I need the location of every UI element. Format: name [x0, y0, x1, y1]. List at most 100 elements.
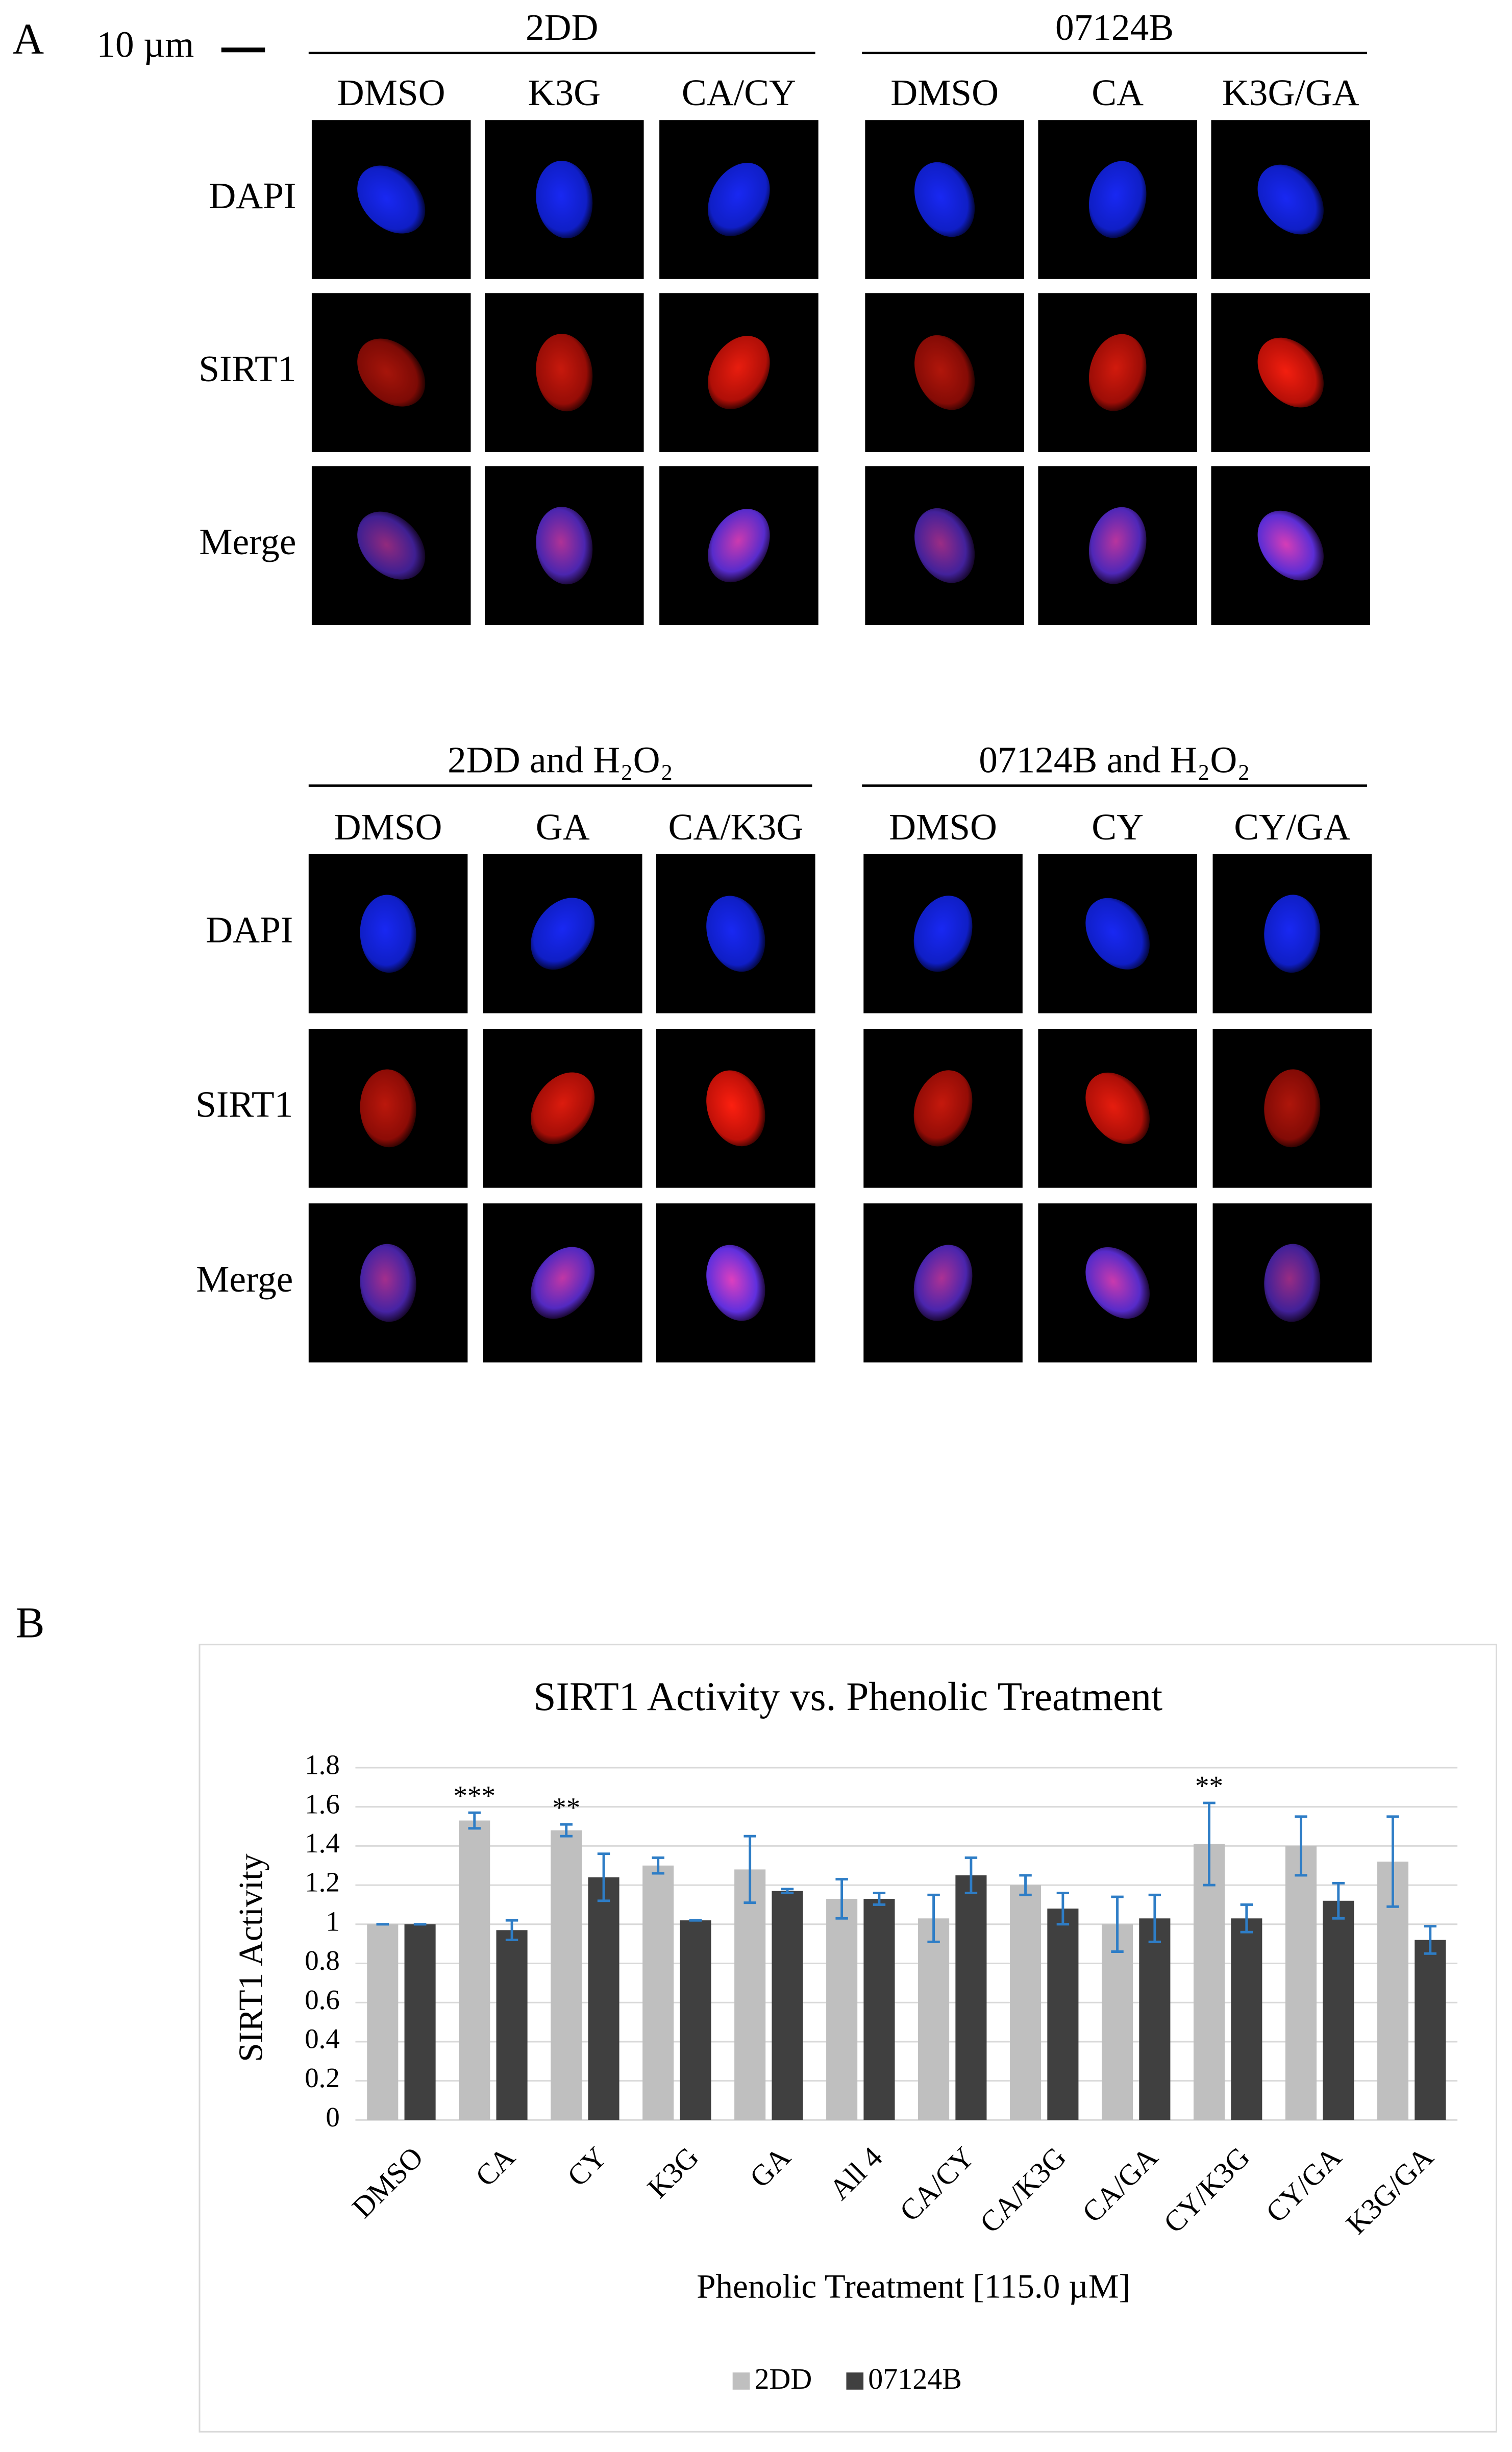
- nucleus: [913, 1245, 973, 1321]
- column-label: DMSO: [334, 806, 442, 848]
- bar: [642, 1865, 674, 2120]
- bar: [1323, 1900, 1354, 2120]
- column-label: K3G/GA: [1222, 72, 1359, 113]
- bar: [459, 1820, 490, 2120]
- y-tick-label: 1: [326, 1905, 339, 1937]
- y-tick-label: 0.4: [305, 2023, 340, 2054]
- column-label: GA: [536, 806, 590, 848]
- error-bar: [1019, 1874, 1032, 1896]
- error-bar: [781, 1888, 794, 1894]
- nucleus: [1257, 510, 1324, 581]
- nucleus: [913, 1070, 973, 1147]
- error-bar: [1386, 1815, 1399, 1908]
- error-bar: [1111, 1895, 1124, 1953]
- nucleus: [357, 165, 426, 234]
- nucleus: [536, 334, 593, 412]
- bar: [1139, 1918, 1171, 2120]
- bar: [1010, 1885, 1042, 2120]
- legend-swatch: [732, 2372, 750, 2390]
- row-label: DAPI: [206, 909, 293, 951]
- column-label: CA/K3G: [668, 806, 803, 848]
- nucleus: [360, 1069, 416, 1148]
- scale-bar-label: 10 µm: [96, 24, 194, 65]
- bar: [367, 1924, 399, 2120]
- row-label: Merge: [199, 521, 296, 562]
- bar: [680, 1920, 711, 2120]
- error-bar: [1203, 1801, 1216, 1887]
- y-tick-label: 0.6: [305, 1984, 340, 2015]
- nucleus: [536, 161, 593, 239]
- row-label: DAPI: [209, 175, 296, 216]
- column-label: CY: [1092, 806, 1144, 848]
- y-tick-label: 0.8: [305, 1945, 340, 1976]
- row-label: SIRT1: [195, 1084, 293, 1125]
- error-bar: [1240, 1903, 1253, 1934]
- panel-label: A: [12, 15, 44, 63]
- bar: [1285, 1846, 1317, 2120]
- nucleus: [914, 162, 975, 237]
- chart-title: SIRT1 Activity vs. Phenolic Treatment: [533, 1674, 1162, 1719]
- y-tick-label: 0.2: [305, 2062, 340, 2093]
- panel-label: B: [16, 1599, 45, 1647]
- bar: [955, 1875, 987, 2120]
- error-bar: [1424, 1925, 1436, 1955]
- nucleus: [1264, 1244, 1321, 1322]
- error-bar: [1148, 1893, 1161, 1943]
- nucleus: [1085, 898, 1150, 970]
- error-bar: [743, 1835, 756, 1904]
- error-bar: [1056, 1892, 1070, 1926]
- error-bar: [505, 1919, 518, 1941]
- legend-label: 2DD: [754, 2362, 812, 2395]
- x-axis-title: Phenolic Treatment [115.0 µM]: [697, 2267, 1130, 2306]
- column-label: K3G: [528, 72, 601, 113]
- error-bar: [468, 1811, 481, 1830]
- bar: [826, 1898, 858, 2120]
- y-tick-label: 1.6: [305, 1788, 340, 1819]
- nucleus: [708, 163, 770, 236]
- nucleus: [708, 509, 770, 583]
- nucleus: [1264, 1069, 1321, 1148]
- y-tick-label: 1.4: [305, 1827, 340, 1859]
- bar: [1193, 1844, 1225, 2120]
- bar: [734, 1869, 766, 2120]
- nucleus: [357, 511, 426, 580]
- legend-swatch: [846, 2372, 864, 2390]
- row-label: Merge: [196, 1258, 293, 1300]
- nucleus: [531, 898, 595, 970]
- significance-label: ***: [454, 1780, 495, 1811]
- nucleus: [357, 338, 426, 407]
- error-bar: [873, 1892, 886, 1906]
- error-bar: [964, 1856, 978, 1894]
- nucleus: [1264, 895, 1321, 973]
- column-label: CA: [1092, 72, 1144, 113]
- y-tick-label: 1.2: [305, 1867, 340, 1898]
- error-bar: [1332, 1881, 1345, 1920]
- y-tick-label: 1.8: [305, 1749, 340, 1780]
- bar: [404, 1924, 436, 2120]
- error-bar: [835, 1878, 848, 1920]
- nucleus: [708, 336, 770, 409]
- significance-label: **: [1195, 1770, 1223, 1801]
- error-bar: [597, 1852, 610, 1902]
- bar: [496, 1930, 528, 2120]
- bar: [551, 1830, 582, 2120]
- nucleus: [360, 1244, 416, 1322]
- column-label: DMSO: [337, 72, 445, 113]
- nucleus: [531, 1072, 595, 1145]
- nucleus: [1088, 161, 1147, 238]
- bar: [588, 1877, 619, 2120]
- nucleus: [914, 508, 975, 583]
- nucleus: [531, 1247, 595, 1319]
- nucleus: [1257, 164, 1324, 235]
- chart-frame: [199, 1644, 1497, 2433]
- column-label: CA/CY: [682, 72, 796, 113]
- bar: [1231, 1918, 1262, 2120]
- bar: [918, 1918, 950, 2120]
- column-label: DMSO: [889, 806, 997, 848]
- bar: [863, 1898, 895, 2120]
- group-title: 2DD and H₂O₂: [448, 739, 673, 781]
- group-title: 2DD: [526, 7, 599, 48]
- nucleus: [1085, 1247, 1150, 1319]
